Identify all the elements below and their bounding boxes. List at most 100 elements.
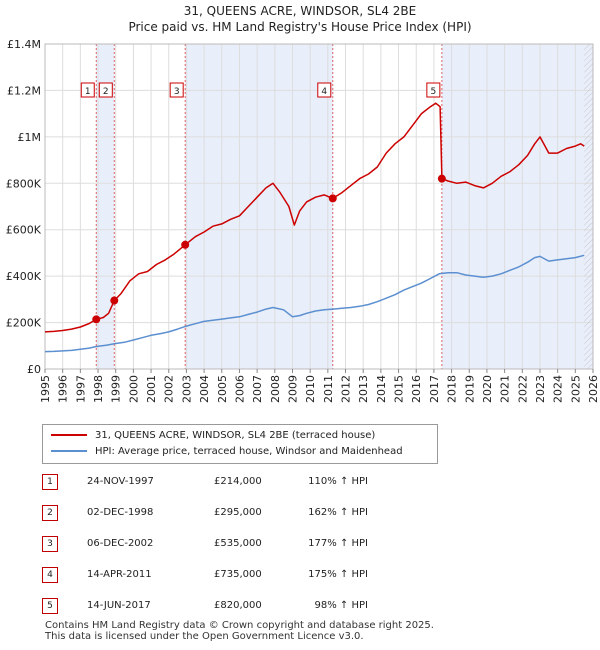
sale-price: £735,000 (214, 569, 262, 580)
x-tick-label: 1997 (74, 375, 87, 403)
x-tick-label: 2016 (410, 375, 423, 403)
sale-label-box (426, 82, 441, 98)
x-tick-label: 2007 (251, 375, 264, 403)
x-tick-label: 2023 (534, 375, 547, 403)
sale-row: 3 06-DEC-2002 £535,000 177% ↑ HPI (42, 532, 562, 563)
x-tick-label: 2019 (463, 375, 476, 403)
sale-price: £820,000 (214, 600, 262, 611)
x-tick-label: 1995 (39, 375, 52, 403)
sale-price: £295,000 (214, 507, 262, 518)
sale-point (437, 174, 446, 183)
x-tick-label: 2017 (428, 375, 441, 403)
sale-number-badge: 4 (42, 567, 58, 583)
y-tick-label: £1.2M (7, 84, 41, 97)
x-tick-label: 2005 (216, 375, 229, 403)
sale-label-number: 2 (103, 87, 109, 97)
sale-hpi-change: 177% ↑ HPI (308, 538, 368, 549)
footer-attribution: Contains HM Land Registry data © Crown c… (45, 620, 434, 642)
footer-copyright: Contains HM Land Registry data © Crown c… (45, 620, 434, 631)
sale-label-number: 1 (85, 87, 91, 97)
sale-row: 1 24-NOV-1997 £214,000 110% ↑ HPI (42, 470, 562, 501)
x-tick-label: 1999 (110, 375, 123, 403)
sale-label-box (80, 82, 95, 98)
x-tick-label: 2015 (393, 375, 406, 403)
y-tick-label: £0 (27, 363, 41, 376)
sale-period-shade (441, 44, 593, 369)
x-tick-label: 1998 (92, 375, 105, 403)
y-tick-label: £1.4M (7, 38, 41, 51)
x-tick-label: 2024 (552, 375, 565, 403)
sale-point (328, 194, 337, 203)
sale-period-shade (96, 44, 115, 369)
sale-label-number: 4 (321, 87, 327, 97)
legend-swatch-hpi (51, 450, 87, 452)
x-tick-label: 2012 (340, 375, 353, 403)
sale-label-number: 5 (430, 87, 436, 97)
sale-hpi-change: 162% ↑ HPI (308, 507, 368, 518)
chart-title: 31, QUEENS ACRE, WINDSOR, SL4 2BE (183, 4, 417, 18)
sales-table: 1 24-NOV-1997 £214,000 110% ↑ HPI 2 02-D… (42, 470, 562, 625)
x-tick-label: 2011 (322, 375, 335, 403)
sale-date: 14-JUN-2017 (87, 600, 151, 611)
sale-point (181, 240, 190, 249)
x-tick-label: 2003 (180, 375, 193, 403)
chart-subtitle: Price paid vs. HM Land Registry's House … (128, 20, 472, 34)
legend-item-property: 31, QUEENS ACRE, WINDSOR, SL4 2BE (terra… (51, 428, 375, 444)
sale-hpi-change: 98% ↑ HPI (314, 600, 368, 611)
legend-label-hpi: HPI: Average price, terraced house, Wind… (95, 446, 403, 457)
x-tick-label: 2020 (481, 375, 494, 403)
x-tick-label: 2021 (499, 375, 512, 403)
x-tick-label: 2000 (127, 375, 140, 403)
legend-label-property: 31, QUEENS ACRE, WINDSOR, SL4 2BE (terra… (95, 430, 376, 441)
y-tick-label: £600K (6, 224, 42, 237)
y-tick-label: £400K (6, 270, 42, 283)
series-line-hpi (44, 254, 585, 353)
sale-period-shade (185, 44, 333, 369)
x-tick-label: 2022 (516, 375, 529, 403)
x-tick-label: 2008 (269, 375, 282, 403)
legend-swatch-property (51, 434, 87, 436)
sale-number-badge: 1 (42, 474, 58, 490)
x-tick-label: 2009 (286, 375, 299, 403)
sale-price: £214,000 (214, 476, 262, 487)
x-tick-label: 1996 (57, 375, 70, 403)
sale-label-box (169, 82, 184, 98)
x-tick-label: 2026 (587, 375, 600, 403)
sale-date: 24-NOV-1997 (87, 476, 154, 487)
sale-row: 4 14-APR-2011 £735,000 175% ↑ HPI (42, 563, 562, 594)
sale-point (110, 296, 119, 305)
x-tick-label: 2025 (569, 375, 582, 403)
sale-price: £535,000 (214, 538, 262, 549)
plot-border (44, 43, 594, 370)
x-tick-label: 2006 (233, 375, 246, 403)
x-tick-label: 2001 (145, 375, 158, 403)
sale-date: 06-DEC-2002 (87, 538, 154, 549)
sale-hpi-change: 110% ↑ HPI (308, 476, 368, 487)
sale-row: 2 02-DEC-1998 £295,000 162% ↑ HPI (42, 501, 562, 532)
x-tick-label: 2010 (304, 375, 317, 403)
series-line-property (44, 102, 585, 333)
sale-date: 14-APR-2011 (87, 569, 152, 580)
y-tick-label: £800K (6, 177, 42, 190)
future-hatch (584, 44, 593, 369)
x-tick-label: 2013 (357, 375, 370, 403)
y-tick-label: £200K (6, 317, 42, 330)
legend: 31, QUEENS ACRE, WINDSOR, SL4 2BE (terra… (42, 424, 438, 464)
sale-label-box (98, 82, 113, 98)
price-chart: 1 2 3 4 5 £0 £200K £400K £600K £800K £1M £1.2M £1.4M… (6, 38, 600, 403)
sale-label-box (317, 82, 332, 98)
sale-point (92, 315, 101, 324)
sale-number-badge: 3 (42, 536, 58, 552)
legend-item-hpi: HPI: Average price, terraced house, Wind… (51, 444, 403, 460)
x-tick-label: 2018 (446, 375, 459, 403)
sale-label-number: 3 (174, 87, 180, 97)
x-tick-label: 2014 (375, 375, 388, 403)
y-tick-label: £1M (18, 131, 42, 144)
sale-number-badge: 2 (42, 505, 58, 521)
sale-hpi-change: 175% ↑ HPI (308, 569, 368, 580)
footer-licence: This data is licensed under the Open Gov… (45, 631, 364, 642)
x-tick-label: 2002 (163, 375, 176, 403)
x-tick-label: 2004 (198, 375, 211, 403)
sale-number-badge: 5 (42, 598, 58, 614)
sale-date: 02-DEC-1998 (87, 507, 154, 518)
